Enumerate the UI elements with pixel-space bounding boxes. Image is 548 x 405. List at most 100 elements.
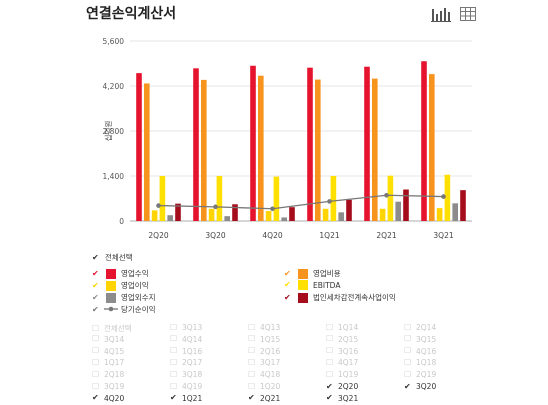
bar-5 bbox=[289, 207, 295, 221]
period-option[interactable]: ☐ 4Q16 bbox=[404, 347, 436, 356]
period-select-all[interactable]: ☐ 전체선택 bbox=[92, 323, 132, 334]
legend-label: 당기순이익 bbox=[121, 305, 156, 314]
checkbox-icon: ☐ bbox=[404, 357, 412, 367]
legend-item[interactable]: ✔ 영업수익 bbox=[92, 268, 149, 279]
bar-3 bbox=[330, 176, 337, 221]
x-tick-label: 2Q21 bbox=[376, 231, 396, 240]
checkbox-icon: ☐ bbox=[170, 369, 178, 379]
legend-item[interactable]: ✔ EBITDA bbox=[284, 280, 340, 290]
period-option[interactable]: ☐ 2Q15 bbox=[326, 335, 358, 344]
period-option[interactable]: ☐ 3Q18 bbox=[170, 370, 202, 379]
checkbox-icon: ☐ bbox=[92, 334, 100, 344]
bar-3 bbox=[444, 174, 451, 221]
legend-item[interactable]: ✔ 당기순이익 bbox=[92, 304, 156, 315]
bar-5 bbox=[346, 199, 352, 221]
legend-item[interactable]: ✔ 영업이익 bbox=[92, 280, 149, 291]
line-point bbox=[270, 206, 275, 212]
checkbox-icon: ☐ bbox=[92, 381, 100, 391]
legend-label: 영업외수지 bbox=[121, 293, 156, 302]
legend-item[interactable]: ✔ 영업비용 bbox=[284, 268, 341, 279]
bar-0 bbox=[250, 65, 256, 221]
period-option[interactable]: ☐ 4Q17 bbox=[326, 358, 358, 367]
period-option[interactable]: ☐ 3Q16 bbox=[326, 347, 358, 356]
period-label: 4Q18 bbox=[260, 370, 281, 380]
bar-chart-icon[interactable] bbox=[431, 6, 451, 26]
bar-2 bbox=[322, 208, 329, 221]
period-option[interactable]: ☐ 4Q15 bbox=[92, 347, 124, 356]
period-option[interactable]: ☐ 3Q13 bbox=[170, 323, 202, 332]
period-label: 3Q20 bbox=[416, 382, 437, 391]
period-option[interactable]: ✔ 3Q21 bbox=[326, 394, 358, 403]
period-option[interactable]: ☐ 2Q18 bbox=[92, 370, 124, 379]
period-option[interactable]: ☐ 1Q17 bbox=[92, 358, 124, 367]
legend-item[interactable]: ✔ 법인세차감전계속사업이익 bbox=[284, 292, 396, 303]
period-option[interactable]: ☐ 4Q18 bbox=[248, 370, 280, 379]
period-label: 전체선택 bbox=[104, 324, 132, 333]
period-option[interactable]: ☐ 1Q16 bbox=[170, 347, 202, 356]
bar-2 bbox=[208, 208, 215, 221]
y-tick-label: 4,200 bbox=[103, 82, 125, 91]
period-option[interactable]: ☐ 1Q15 bbox=[248, 335, 280, 344]
period-label: 1Q19 bbox=[338, 370, 359, 380]
period-option[interactable]: ☐ 2Q19 bbox=[404, 370, 436, 379]
legend-swatch bbox=[298, 268, 308, 279]
legend-select-all[interactable]: ✔ 전체선택 bbox=[92, 252, 133, 263]
period-label: 3Q13 bbox=[182, 323, 203, 332]
checkbox-icon: ☐ bbox=[326, 346, 334, 356]
period-label: 3Q18 bbox=[182, 370, 203, 380]
line-point bbox=[327, 199, 332, 204]
period-label: 4Q15 bbox=[104, 346, 125, 356]
x-tick-label: 3Q20 bbox=[205, 231, 225, 240]
period-option[interactable]: ✔ 2Q20 bbox=[326, 382, 358, 391]
legend-item[interactable]: ✔ 영업외수지 bbox=[92, 292, 156, 303]
line-point bbox=[384, 192, 389, 198]
checkbox-icon: ☐ bbox=[404, 346, 412, 356]
checkbox-icon: ☐ bbox=[248, 369, 256, 379]
check-icon: ✔ bbox=[92, 292, 99, 302]
period-option[interactable]: ☐ 2Q14 bbox=[404, 323, 436, 332]
checkbox-icon: ☐ bbox=[92, 346, 100, 356]
bar-5 bbox=[403, 189, 409, 221]
period-option[interactable]: ☐ 4Q14 bbox=[170, 335, 202, 344]
checkbox-icon: ☐ bbox=[326, 369, 334, 379]
check-icon: ✔ bbox=[326, 381, 333, 391]
check-icon: ✔ bbox=[170, 393, 177, 403]
bar-3 bbox=[159, 176, 166, 221]
period-option[interactable]: ☐ 4Q13 bbox=[248, 323, 280, 332]
period-option[interactable]: ☐ 4Q19 bbox=[170, 382, 202, 391]
bar-2 bbox=[379, 208, 386, 221]
checkbox-icon: ☐ bbox=[248, 381, 256, 391]
checkbox-icon: ☐ bbox=[326, 334, 334, 344]
period-label: 3Q16 bbox=[338, 346, 359, 356]
checkbox-icon: ☐ bbox=[404, 369, 412, 379]
period-option[interactable]: ☐ 1Q14 bbox=[326, 323, 358, 332]
x-tick-label: 3Q21 bbox=[433, 231, 453, 240]
period-option[interactable]: ☐ 3Q17 bbox=[248, 358, 280, 367]
period-label: 1Q18 bbox=[416, 358, 437, 368]
check-icon: ✔ bbox=[326, 393, 333, 403]
period-option[interactable]: ☐ 1Q20 bbox=[248, 382, 280, 391]
period-option[interactable]: ☐ 2Q17 bbox=[170, 358, 202, 367]
period-option[interactable]: ✔ 1Q21 bbox=[170, 394, 202, 403]
check-icon: ✔ bbox=[92, 280, 99, 290]
period-option[interactable]: ✔ 4Q20 bbox=[92, 394, 124, 403]
period-option[interactable]: ☐ 3Q15 bbox=[404, 335, 436, 344]
check-icon: ✔ bbox=[92, 393, 99, 403]
checkbox-icon: ☐ bbox=[92, 357, 100, 367]
period-option[interactable]: ☐ 3Q19 bbox=[92, 382, 124, 391]
y-tick-label: 0 bbox=[119, 217, 124, 226]
table-icon[interactable] bbox=[460, 6, 476, 25]
bar-0 bbox=[421, 61, 427, 221]
line-point bbox=[213, 204, 218, 210]
period-option[interactable]: ☐ 1Q18 bbox=[404, 358, 436, 367]
bar-1 bbox=[258, 75, 264, 221]
period-option[interactable]: ☐ 2Q16 bbox=[248, 347, 280, 356]
legend-swatch bbox=[106, 268, 116, 279]
period-label: 2Q15 bbox=[338, 334, 359, 344]
period-option[interactable]: ✔ 3Q20 bbox=[404, 382, 436, 391]
period-option[interactable]: ✔ 2Q21 bbox=[248, 394, 280, 403]
legend-swatch bbox=[104, 305, 118, 315]
period-option[interactable]: ☐ 1Q19 bbox=[326, 370, 358, 379]
period-option[interactable]: ☐ 3Q14 bbox=[92, 335, 124, 344]
bar-0 bbox=[364, 66, 370, 221]
